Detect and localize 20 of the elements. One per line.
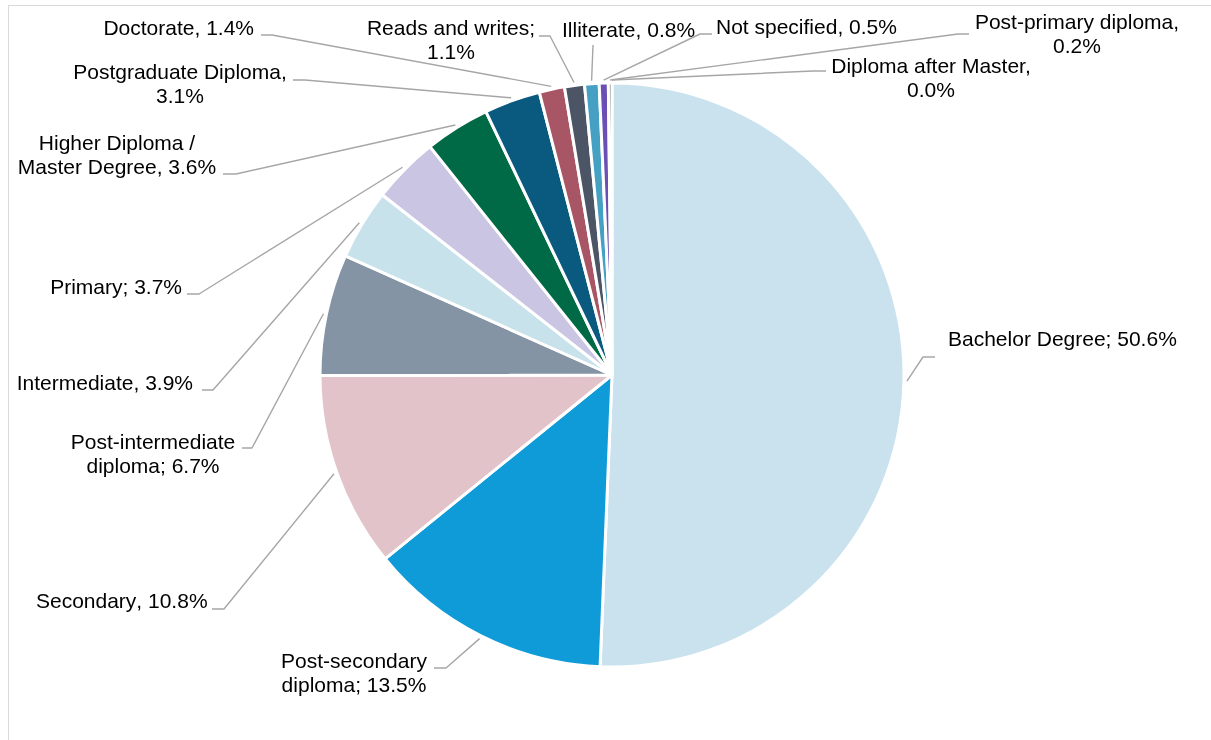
data-label: , 3.9% bbox=[133, 370, 194, 394]
slice-label: Post-intermediate diploma; 6.7% bbox=[70, 429, 236, 477]
data-label: , 10.8% bbox=[136, 588, 208, 612]
slice-label: Postgraduate Diploma, 3.1% bbox=[73, 59, 287, 107]
slice-label: Reads and writes; 1.1% bbox=[366, 15, 536, 63]
data-label: ; 3.7% bbox=[122, 274, 183, 298]
slice-label: Secondary bbox=[35, 588, 137, 612]
data-label: , 0.5% bbox=[837, 14, 897, 38]
slice-label: Post-secondary diploma; 13.5% bbox=[281, 648, 428, 696]
slice-label: Doctorate bbox=[103, 15, 195, 39]
slice-label: Primary bbox=[50, 274, 123, 298]
data-label: ; 50.6% bbox=[1105, 326, 1177, 350]
slice-label: Illiterate bbox=[562, 17, 636, 41]
data-label: , 0.8% bbox=[635, 17, 696, 41]
slice-label: Bachelor Degree bbox=[948, 326, 1106, 350]
slice-label: Not specified bbox=[716, 14, 838, 38]
slice-label: Intermediate bbox=[16, 370, 134, 394]
data-label: , 1.4% bbox=[194, 15, 255, 39]
text: 0.0% bbox=[907, 77, 955, 101]
slice-label: Higher Diploma / Master Degree, 3.6% bbox=[17, 130, 217, 178]
